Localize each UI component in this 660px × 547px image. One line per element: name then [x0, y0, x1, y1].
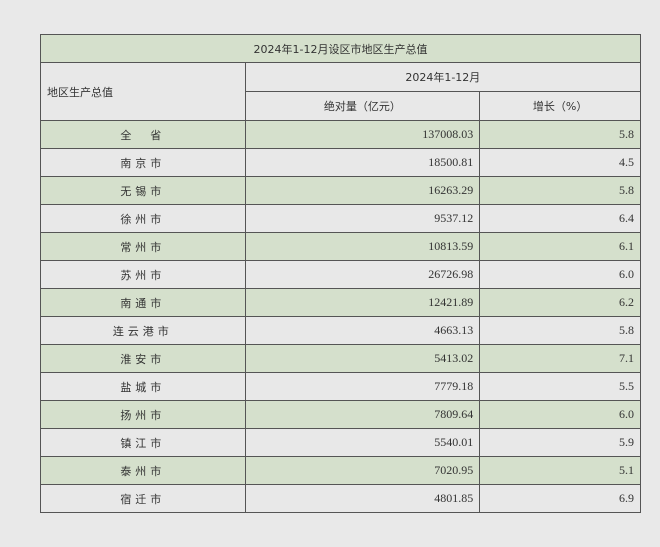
value-cell: 10813.59: [244, 232, 481, 261]
value-cell: 9537.12: [244, 204, 481, 233]
gdp-table: 2024年1-12月设区市地区生产总值 地区生产总值 2024年1-12月 绝对…: [40, 34, 642, 513]
row-label-header: 地区生产总值: [40, 62, 246, 121]
region-cell: 淮安市: [40, 344, 246, 373]
region-cell: 常州市: [40, 232, 246, 261]
region-cell: 宿迁市: [40, 484, 246, 513]
growth-cell: 6.9: [479, 484, 641, 513]
growth-cell: 4.5: [479, 148, 641, 177]
growth-cell: 5.8: [479, 120, 641, 149]
table-title: 2024年1-12月设区市地区生产总值: [40, 34, 641, 63]
value-cell: 12421.89: [244, 288, 481, 317]
growth-cell: 5.8: [479, 316, 641, 345]
region-cell: 南通市: [40, 288, 246, 317]
value-cell: 18500.81: [244, 148, 481, 177]
region-cell: 无锡市: [40, 176, 246, 205]
table-row: 无锡市 16263.29 5.8: [40, 176, 641, 205]
value-cell: 26726.98: [244, 260, 481, 289]
growth-cell: 5.9: [479, 428, 641, 457]
table-row: 盐城市 7779.18 5.5: [40, 372, 641, 401]
growth-cell: 6.0: [479, 260, 641, 289]
region-cell: 泰州市: [40, 456, 246, 485]
table-row: 常州市 10813.59 6.1: [40, 232, 641, 261]
table-row: 苏州市 26726.98 6.0: [40, 260, 641, 289]
region-cell: 全 省: [40, 120, 246, 149]
growth-cell: 6.0: [479, 400, 641, 429]
value-cell: 7020.95: [244, 456, 481, 485]
value-cell: 7809.64: [244, 400, 481, 429]
growth-cell: 6.4: [479, 204, 641, 233]
table-row: 泰州市 7020.95 5.1: [40, 456, 641, 485]
growth-cell: 7.1: [479, 344, 641, 373]
value-cell: 137008.03: [244, 120, 481, 149]
period-header: 2024年1-12月: [244, 62, 642, 92]
growth-cell: 6.2: [479, 288, 641, 317]
region-cell: 连云港市: [40, 316, 246, 345]
value-cell: 4663.13: [244, 316, 481, 345]
region-cell: 镇江市: [40, 428, 246, 457]
region-cell: 盐城市: [40, 372, 246, 401]
abs-header: 绝对量（亿元）: [244, 91, 481, 121]
table-row: 徐州市 9537.12 6.4: [40, 204, 641, 233]
table-row: 全 省 137008.03 5.8: [40, 120, 641, 149]
table-row: 宿迁市 4801.85 6.9: [40, 484, 641, 513]
value-cell: 5540.01: [244, 428, 481, 457]
table-row: 镇江市 5540.01 5.9: [40, 428, 641, 457]
table-row: 淮安市 5413.02 7.1: [40, 344, 641, 373]
region-cell: 徐州市: [40, 204, 246, 233]
table-row: 南通市 12421.89 6.2: [40, 288, 641, 317]
growth-cell: 6.1: [479, 232, 641, 261]
growth-cell: 5.5: [479, 372, 641, 401]
growth-cell: 5.8: [479, 176, 641, 205]
region-cell: 扬州市: [40, 400, 246, 429]
value-cell: 4801.85: [244, 484, 481, 513]
table-row: 南京市 18500.81 4.5: [40, 148, 641, 177]
value-cell: 5413.02: [244, 344, 481, 373]
growth-cell: 5.1: [479, 456, 641, 485]
region-cell: 苏州市: [40, 260, 246, 289]
growth-header: 增长（%）: [479, 91, 641, 121]
region-cell: 南京市: [40, 148, 246, 177]
value-cell: 7779.18: [244, 372, 481, 401]
table-row: 扬州市 7809.64 6.0: [40, 400, 641, 429]
table-row: 连云港市 4663.13 5.8: [40, 316, 641, 345]
value-cell: 16263.29: [244, 176, 481, 205]
